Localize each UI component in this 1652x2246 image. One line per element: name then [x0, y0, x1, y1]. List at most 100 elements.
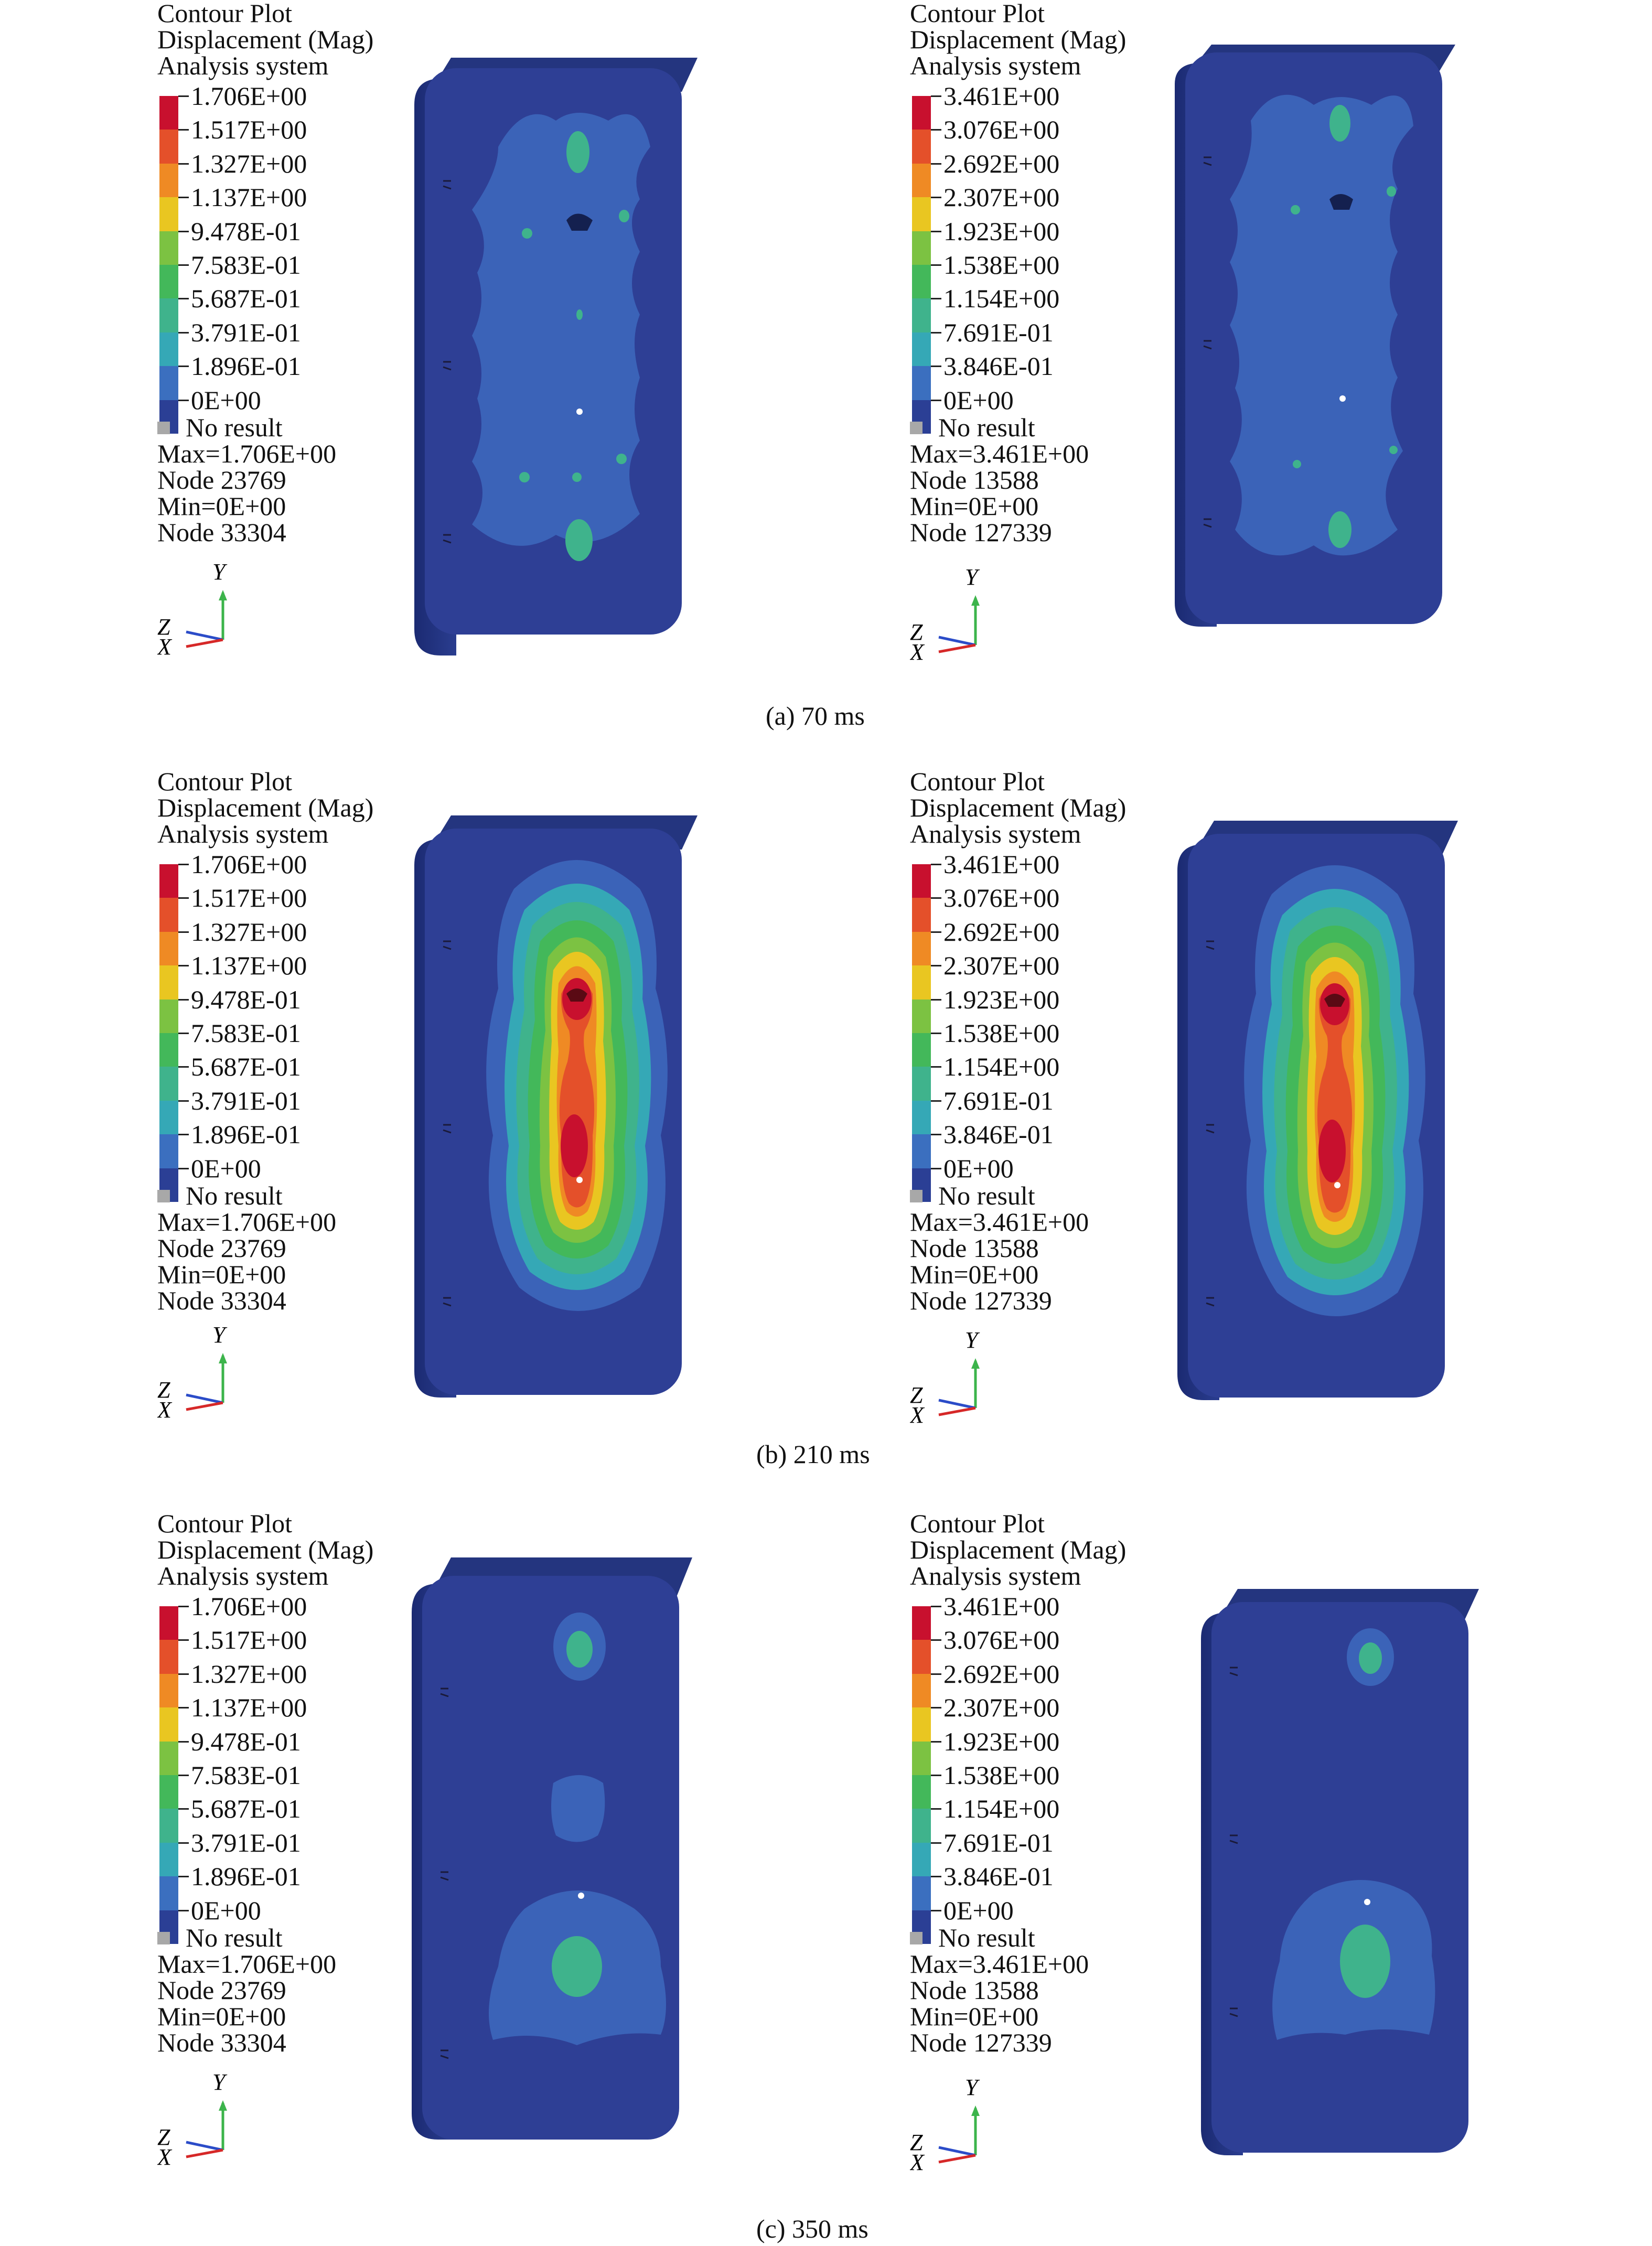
legend-value-label: 1.706E+00	[191, 850, 307, 879]
contour-model	[414, 58, 698, 655]
legend-value-label: 5.687E-01	[191, 284, 301, 314]
legend-tick	[178, 1066, 189, 1068]
legend-swatch	[159, 965, 178, 1000]
legend: Contour Plot Displacement (Mag) Analysis…	[157, 0, 373, 79]
legend-swatch	[159, 1100, 178, 1135]
legend-value-label: 2.692E+00	[943, 1659, 1060, 1689]
triad-x-label: X	[157, 634, 173, 660]
legend-value-label: 1.517E+00	[191, 1625, 307, 1655]
legend-tick	[178, 264, 189, 266]
legend-tick	[178, 1876, 189, 1878]
legend-value-label: 1.538E+00	[943, 1018, 1060, 1048]
min-node: Node 33304	[157, 1286, 286, 1315]
legend-value-label: 1.154E+00	[943, 1052, 1060, 1082]
legend-value-label: 1.896E-01	[191, 1862, 301, 1892]
legend-tick	[178, 1639, 189, 1641]
triad-y-label: Y	[212, 2071, 228, 2095]
legend-swatch	[912, 931, 931, 966]
triad-x-label: X	[910, 639, 925, 665]
legend-tick	[931, 864, 941, 865]
legend-swatch	[912, 1741, 931, 1775]
max-value: Max=3.461E+00	[910, 1949, 1089, 1979]
legend-tick	[931, 163, 941, 165]
triad-x-label: X	[157, 2144, 173, 2170]
legend-tick	[931, 95, 941, 97]
legend-swatch	[159, 1134, 178, 1168]
legend-swatch	[159, 1606, 178, 1640]
legend-tick	[178, 1808, 189, 1810]
legend-swatch	[912, 1809, 931, 1843]
legend-subtitle: Displacement (Mag)	[910, 25, 1127, 54]
contour-model	[414, 815, 698, 1398]
no-result-label: No result	[186, 1181, 283, 1210]
legend-value-label: 5.687E-01	[191, 1794, 301, 1824]
legend-tick	[931, 897, 941, 899]
legend-swatch	[912, 1100, 931, 1135]
no-result-label: No result	[938, 413, 1035, 442]
axis-triad: Y Z X	[157, 561, 228, 660]
min-value: Min=0E+00	[910, 491, 1039, 521]
legend-value-label: 1.137E+00	[191, 182, 307, 212]
legend-tick	[178, 298, 189, 300]
legend-swatch	[159, 864, 178, 898]
legend-swatch	[159, 1067, 178, 1101]
triad-y-label: Y	[212, 561, 228, 585]
legend-tick	[178, 1134, 189, 1136]
legend-swatch	[912, 1876, 931, 1910]
triad-x-label: X	[910, 1402, 925, 1428]
legend-tick	[178, 1909, 189, 1911]
legend-title: Contour Plot	[157, 767, 292, 796]
legend: Contour Plot Displacement (Mag) Analysis…	[157, 768, 373, 847]
legend-value-label: 0E+00	[191, 385, 261, 415]
legend-value-label: 1.154E+00	[943, 1794, 1060, 1824]
legend-tick	[931, 1876, 941, 1878]
max-node: Node 23769	[157, 1975, 286, 2005]
legend: Contour Plot Displacement (Mag) Analysis…	[910, 768, 1126, 847]
legend-swatch	[159, 999, 178, 1033]
legend-tick	[931, 230, 941, 232]
legend-title: Contour Plot	[910, 0, 1045, 28]
legend-swatch	[159, 931, 178, 966]
legend-value-label: 2.307E+00	[943, 1693, 1060, 1723]
contour-model	[1201, 1589, 1479, 2155]
legend-title: Contour Plot	[910, 767, 1045, 796]
triad-y-label: Y	[965, 566, 980, 590]
legend-value-label: 9.478E-01	[191, 984, 301, 1014]
triad-z-label: Z	[910, 619, 923, 645]
legend-swatch	[912, 1067, 931, 1101]
legend-value-label: 1.896E-01	[191, 351, 301, 381]
legend: Contour Plot Displacement (Mag) Analysis…	[910, 0, 1126, 79]
panel-b-left: Contour Plot Displacement (Mag) Analysis…	[157, 768, 918, 1450]
legend-swatch	[159, 366, 178, 400]
panel-b-right: Contour Plot Displacement (Mag) Analysis…	[910, 768, 1652, 1450]
no-result-row: No result	[157, 1183, 283, 1209]
contour-model	[1177, 821, 1458, 1400]
legend: Contour Plot Displacement (Mag) Analysis…	[910, 1510, 1126, 1589]
legend-value-label: 7.583E-01	[191, 1760, 301, 1790]
axis-triad: Y Z X	[157, 1324, 228, 1423]
panel-c-left: Contour Plot Displacement (Mag) Analysis…	[157, 1510, 918, 2192]
legend-tick	[931, 1909, 941, 1911]
legend-value-label: 2.307E+00	[943, 951, 1060, 981]
max-value: Max=1.706E+00	[157, 1207, 337, 1237]
legend-subtitle: Displacement (Mag)	[157, 1535, 374, 1564]
legend-tick	[931, 298, 941, 300]
legend-tick	[178, 1842, 189, 1844]
no-result-row: No result	[157, 1925, 283, 1951]
legend-swatch	[912, 1606, 931, 1640]
triad-x-label: X	[910, 2150, 925, 2175]
triad-y-label: Y	[965, 1329, 980, 1353]
min-node: Node 127339	[910, 1286, 1052, 1315]
legend-title: Contour Plot	[157, 1509, 292, 1538]
no-result-swatch	[157, 1190, 170, 1202]
legend-value-label: 0E+00	[191, 1895, 261, 1925]
min-node: Node 33304	[157, 2028, 286, 2057]
caption-a: (a) 70 ms	[766, 701, 865, 730]
max-node: Node 23769	[157, 465, 286, 495]
legend-value-label: 1.923E+00	[943, 1726, 1060, 1756]
legend-tick	[931, 331, 941, 334]
legend-tick	[931, 1808, 941, 1810]
legend-tick	[178, 1673, 189, 1675]
legend-tick	[178, 366, 189, 368]
no-result-swatch	[910, 422, 922, 434]
